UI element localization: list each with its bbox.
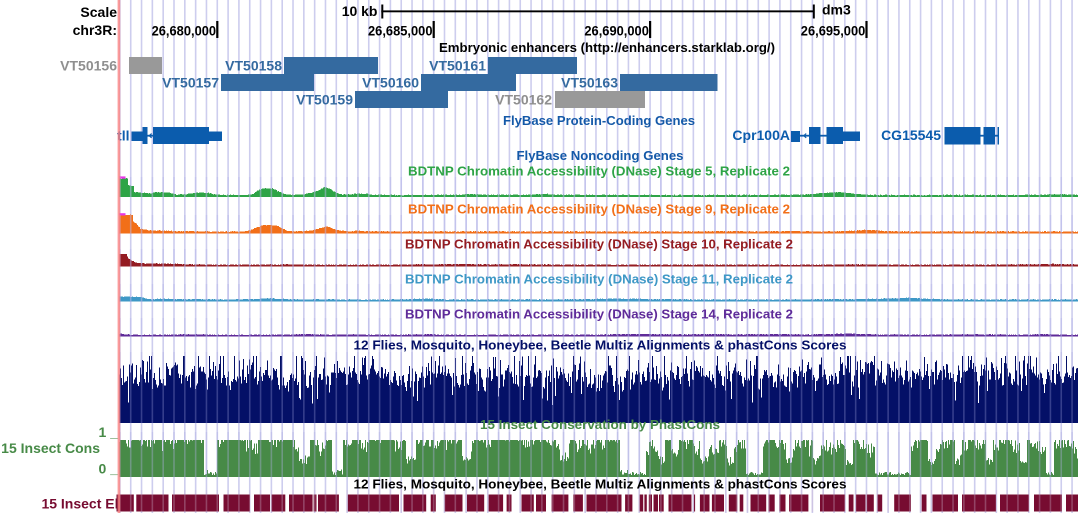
svg-text:26,680,000: 26,680,000 [152, 23, 217, 39]
svg-text:BDTNP Chromatin Accessibility: BDTNP Chromatin Accessibility (DNase) St… [405, 307, 793, 322]
svg-text:26,695,000: 26,695,000 [801, 23, 866, 39]
svg-text:10 kb: 10 kb [342, 3, 378, 19]
svg-text:chr3R:: chr3R: [73, 22, 117, 38]
svg-text:Cpr100A: Cpr100A [732, 127, 790, 143]
svg-text:VT50159: VT50159 [296, 92, 353, 108]
svg-text:15 Insect El: 15 Insect El [41, 496, 118, 512]
svg-text:15 Insect Conservation by Phas: 15 Insect Conservation by PhastCons [480, 417, 720, 432]
svg-text:VT50156: VT50156 [60, 58, 117, 74]
svg-text:VT50158: VT50158 [225, 58, 282, 74]
svg-text:26,690,000: 26,690,000 [584, 23, 649, 39]
svg-text:VT50160: VT50160 [362, 75, 419, 91]
svg-text:15 Insect Cons: 15 Insect Cons [1, 440, 100, 456]
svg-text:BDTNP Chromatin Accessibility: BDTNP Chromatin Accessibility (DNase) St… [408, 164, 790, 179]
svg-text:12 Flies, Mosquito, Honeybee,: 12 Flies, Mosquito, Honeybee, Beetle Mul… [354, 338, 847, 353]
svg-text:FlyBase Protein-Coding Genes: FlyBase Protein-Coding Genes [503, 113, 695, 128]
svg-text:Scale: Scale [80, 4, 117, 20]
svg-text:dm3: dm3 [822, 2, 851, 18]
svg-text:26,685,000: 26,685,000 [368, 23, 433, 39]
svg-text:BDTNP Chromatin Accessibility: BDTNP Chromatin Accessibility (DNase) St… [408, 202, 790, 217]
svg-text:1 _: 1 _ [99, 424, 119, 440]
svg-text:BDTNP Chromatin Accessibility: BDTNP Chromatin Accessibility (DNase) St… [405, 237, 793, 252]
svg-text:FlyBase Noncoding Genes: FlyBase Noncoding Genes [517, 148, 684, 163]
svg-text:VT50157: VT50157 [162, 75, 219, 91]
svg-text:BDTNP Chromatin Accessibility: BDTNP Chromatin Accessibility (DNase) St… [405, 272, 793, 287]
svg-text:12 Flies, Mosquito, Honeybee,: 12 Flies, Mosquito, Honeybee, Beetle Mul… [354, 477, 847, 492]
svg-text:VT50161: VT50161 [429, 58, 486, 74]
svg-text:Embryonic enhancers (http://en: Embryonic enhancers (http://enhancers.st… [439, 40, 775, 55]
svg-text:CG15545: CG15545 [881, 127, 941, 143]
svg-text:VT50162: VT50162 [495, 92, 552, 108]
svg-text:VT50163: VT50163 [561, 75, 618, 91]
svg-text:0 _: 0 _ [99, 461, 119, 477]
